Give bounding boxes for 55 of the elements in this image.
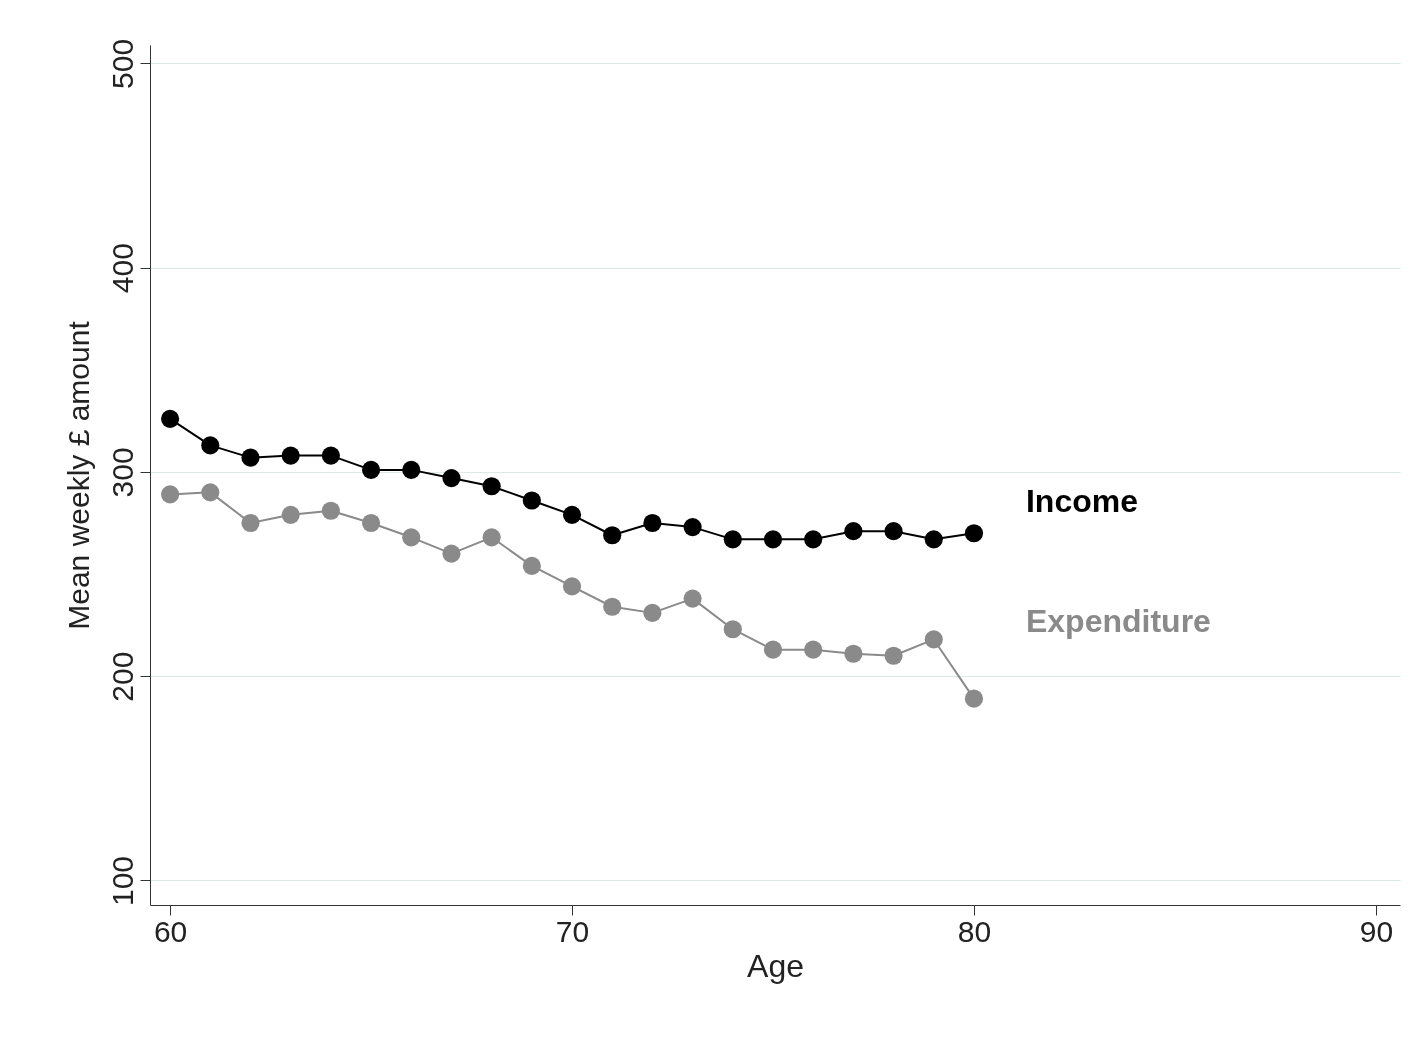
point [281,446,300,465]
point [603,597,622,616]
point [321,501,340,520]
x-tick-label: 90 [1359,914,1394,948]
point [241,513,260,533]
point [161,409,180,428]
point [522,491,541,510]
point [924,630,943,649]
point [884,646,903,665]
point [161,485,180,504]
point [683,518,702,537]
point [201,436,220,455]
point [884,522,903,541]
x-tick-label: 80 [957,914,992,948]
y-tick-label: 400 [105,243,139,294]
point [763,530,783,549]
y-tick-label: 500 [105,38,139,89]
y-axis-title: Mean weekly £ amount [61,320,95,630]
point [522,556,541,575]
point [603,526,622,545]
y-tick-label: 200 [105,651,139,702]
point [482,528,501,547]
point [723,530,742,549]
point [964,689,984,708]
text: Expenditure [1025,602,1211,639]
point [723,620,742,639]
point [361,513,381,533]
point [683,589,702,608]
point [482,477,501,496]
point [562,577,582,596]
series-label: Income [1025,483,1138,520]
y-tick-label: 100 [105,855,139,907]
point [281,505,300,524]
point [442,469,461,488]
point [844,644,863,663]
point [643,603,662,622]
point [402,460,421,479]
y-tick-label: 300 [105,447,139,498]
point [924,530,943,549]
point [402,528,421,547]
point [964,524,984,543]
x-tick-label: 70 [555,914,590,948]
point [804,640,823,659]
point [804,530,823,549]
point [201,483,220,502]
x-tick-label: 60 [153,914,188,948]
point [361,460,381,479]
point [763,640,783,659]
point [844,522,863,541]
x-axis-title: Age [747,947,804,984]
point [321,446,340,465]
point [643,513,662,533]
point [442,544,461,563]
point [241,448,260,467]
point [562,505,582,524]
